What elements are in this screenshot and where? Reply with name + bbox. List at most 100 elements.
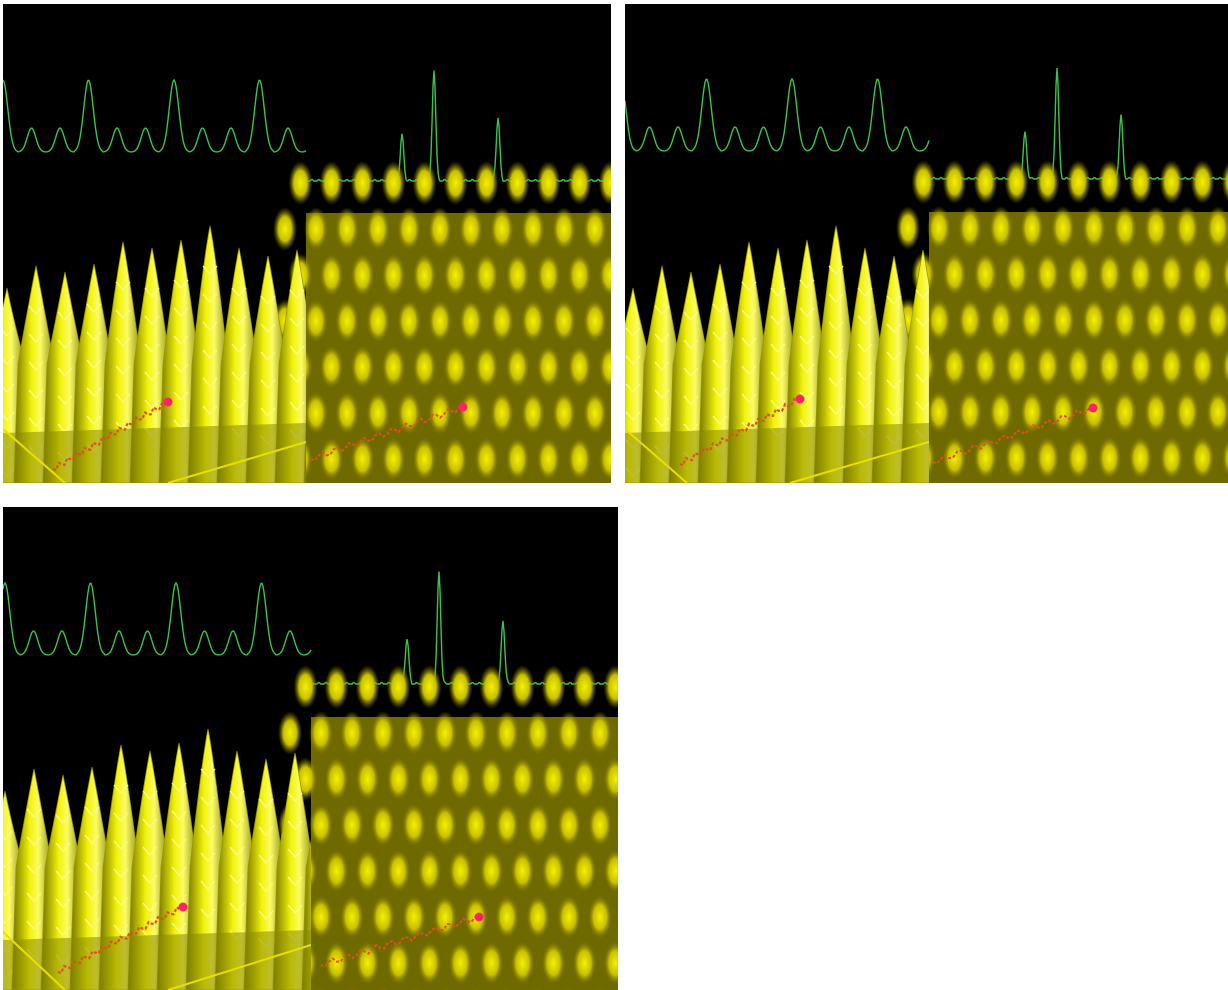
trajectory-path xyxy=(52,400,169,472)
lattice-spot xyxy=(474,161,499,205)
lattice-spot xyxy=(490,207,514,251)
lattice-spot xyxy=(443,345,468,389)
lattice-spot xyxy=(1004,160,1029,204)
lattice-spot xyxy=(583,391,607,435)
surface-chevron xyxy=(229,902,245,913)
surface-chevron xyxy=(142,874,158,885)
surface-chevron xyxy=(828,293,844,304)
lattice-spot xyxy=(505,345,530,389)
real-space-profile xyxy=(3,581,312,656)
surface-chevron xyxy=(654,361,670,372)
surface-chevron xyxy=(26,920,42,931)
lattice-spot xyxy=(536,161,561,205)
lattice-texture xyxy=(896,160,1228,483)
lattice-spot xyxy=(381,345,406,389)
lattice-spot xyxy=(350,253,375,297)
lattice-spot xyxy=(428,299,452,343)
surface-chevron xyxy=(260,323,276,334)
frame-canvas xyxy=(625,67,1228,483)
lattice-spot xyxy=(526,895,550,939)
lattice-spot xyxy=(942,436,967,480)
lattice-spot xyxy=(536,437,561,481)
lattice-spot xyxy=(1144,206,1168,250)
lattice-spot xyxy=(567,253,592,297)
surface-chevron xyxy=(144,287,160,298)
frame-3 xyxy=(3,507,618,990)
lattice-spot xyxy=(1159,344,1184,388)
lattice-spot xyxy=(1121,482,1129,483)
surface-chevron xyxy=(915,401,929,412)
trajectory-path xyxy=(932,404,1094,465)
surface-chevron xyxy=(258,910,274,921)
lattice-spot xyxy=(273,207,297,251)
lattice-spot xyxy=(417,941,442,985)
lattice-spot xyxy=(958,298,982,342)
surface-chevron xyxy=(142,790,158,801)
surface-chevron xyxy=(202,265,218,276)
lattice-spot xyxy=(997,482,1005,483)
surface-chevron xyxy=(86,387,102,398)
lattice-spot xyxy=(428,207,452,251)
surface-chevron xyxy=(115,365,131,376)
surface-chevron xyxy=(857,287,873,298)
surface-chevron xyxy=(258,854,274,865)
lattice-spot xyxy=(1128,160,1153,204)
lattice-spot xyxy=(1066,160,1091,204)
lattice-spot xyxy=(1028,482,1036,483)
lattice-spot xyxy=(572,665,597,709)
surface-chevron xyxy=(171,810,187,821)
lattice-spot xyxy=(469,987,483,990)
surface-chevron xyxy=(799,363,815,374)
surface-chevron xyxy=(142,818,158,829)
lattice-spot xyxy=(397,299,421,343)
surface-chevron xyxy=(828,321,844,332)
lattice-spot xyxy=(526,711,550,755)
surface-chevron xyxy=(144,371,160,382)
lattice-spot xyxy=(278,711,302,755)
lattice-spot xyxy=(433,895,457,939)
surface-chevron xyxy=(3,858,13,869)
surface-chevron xyxy=(86,359,102,370)
lattice-spot xyxy=(989,390,1013,434)
lattice-spot xyxy=(531,987,545,990)
surface-chevron xyxy=(57,339,73,350)
surface-chevron xyxy=(3,411,15,422)
surface-chevron xyxy=(26,836,42,847)
surface-chevron xyxy=(287,848,303,859)
lattice-spot xyxy=(935,482,943,483)
surface-chevron xyxy=(229,874,245,885)
surface-chevron xyxy=(86,415,102,426)
surface-chevron xyxy=(915,289,929,300)
profile-line xyxy=(3,581,312,656)
surface-chevron xyxy=(113,924,129,935)
lattice-spot xyxy=(324,757,349,801)
surface-chevron xyxy=(712,359,728,370)
lattice-spot xyxy=(588,803,612,847)
surface-chevron xyxy=(3,886,13,897)
surface-3d xyxy=(3,728,311,990)
lattice-spot xyxy=(541,665,566,709)
lattice-spot xyxy=(402,711,426,755)
lattice-spot xyxy=(304,207,328,251)
surface-chevron xyxy=(173,335,189,346)
lattice-spot xyxy=(583,299,607,343)
surface-chevron xyxy=(770,315,786,326)
lattice-spot xyxy=(583,207,607,251)
lattice-spot xyxy=(1113,390,1137,434)
surface-chevron xyxy=(173,279,189,290)
lattice-spot xyxy=(572,849,597,893)
lattice-spot xyxy=(412,345,437,389)
surface-chevron xyxy=(770,399,786,410)
lattice-spot xyxy=(319,253,344,297)
lattice-spot xyxy=(510,757,535,801)
lattice-spot xyxy=(464,803,488,847)
surface-chevron xyxy=(113,868,129,879)
lattice-spot xyxy=(521,391,545,435)
lattice-spot xyxy=(319,437,344,481)
surface-foreground xyxy=(3,930,311,990)
surface-chevron xyxy=(260,295,276,306)
lattice-spot xyxy=(1097,252,1122,296)
surface-chevron xyxy=(229,790,245,801)
lattice-spot xyxy=(1206,390,1228,434)
lattice-spot xyxy=(459,391,483,435)
